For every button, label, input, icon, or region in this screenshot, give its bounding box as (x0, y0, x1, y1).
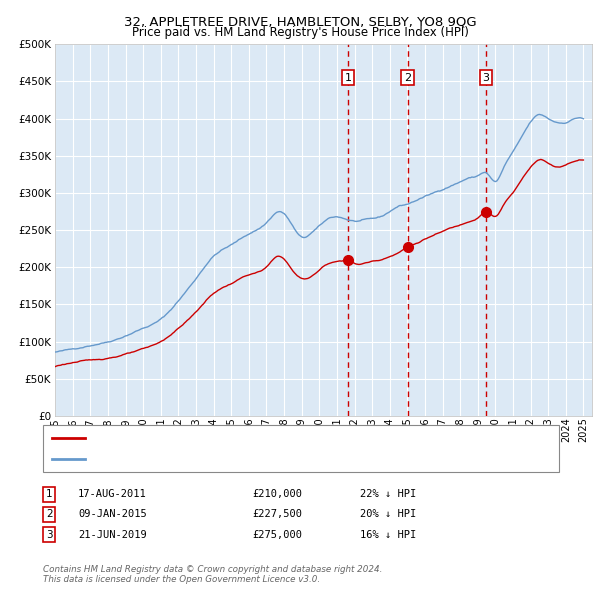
Text: 1: 1 (344, 73, 352, 83)
Text: 2: 2 (46, 510, 53, 519)
Text: 22% ↓ HPI: 22% ↓ HPI (360, 490, 416, 499)
Text: HPI: Average price, detached house, North Yorkshire: HPI: Average price, detached house, Nort… (91, 454, 352, 464)
Text: £210,000: £210,000 (252, 490, 302, 499)
Text: 1: 1 (46, 490, 53, 499)
Text: Contains HM Land Registry data © Crown copyright and database right 2024.
This d: Contains HM Land Registry data © Crown c… (43, 565, 383, 584)
Text: 21-JUN-2019: 21-JUN-2019 (78, 530, 147, 539)
Text: 17-AUG-2011: 17-AUG-2011 (78, 490, 147, 499)
Text: 3: 3 (46, 530, 53, 539)
Text: £275,000: £275,000 (252, 530, 302, 539)
Text: £227,500: £227,500 (252, 510, 302, 519)
Text: Price paid vs. HM Land Registry's House Price Index (HPI): Price paid vs. HM Land Registry's House … (131, 26, 469, 39)
Text: 32, APPLETREE DRIVE, HAMBLETON, SELBY, YO8 9QG: 32, APPLETREE DRIVE, HAMBLETON, SELBY, Y… (124, 15, 476, 28)
Text: 16% ↓ HPI: 16% ↓ HPI (360, 530, 416, 539)
Text: 2: 2 (404, 73, 412, 83)
Text: 3: 3 (482, 73, 490, 83)
Text: 20% ↓ HPI: 20% ↓ HPI (360, 510, 416, 519)
Text: 32, APPLETREE DRIVE, HAMBLETON, SELBY, YO8 9QG (detached house): 32, APPLETREE DRIVE, HAMBLETON, SELBY, Y… (91, 433, 448, 443)
Text: 09-JAN-2015: 09-JAN-2015 (78, 510, 147, 519)
